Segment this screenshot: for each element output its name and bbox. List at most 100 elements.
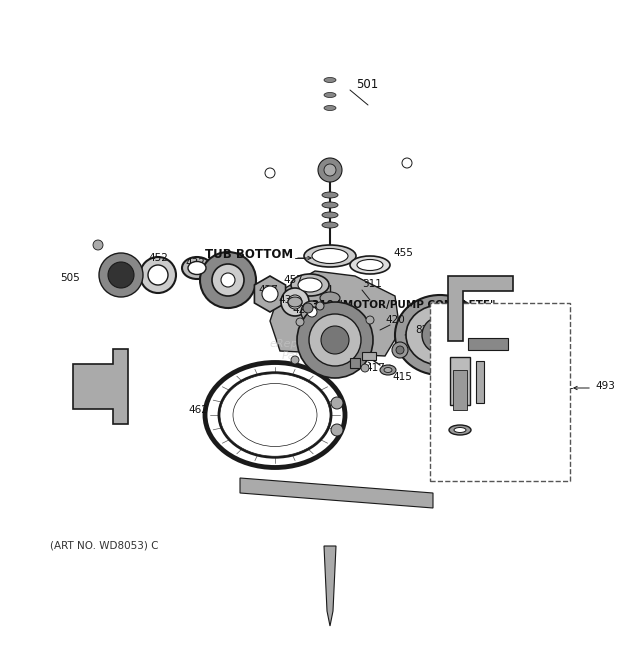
Circle shape [93, 240, 103, 250]
Polygon shape [254, 276, 286, 312]
Circle shape [396, 346, 404, 354]
Circle shape [108, 262, 134, 288]
Ellipse shape [395, 295, 485, 375]
Text: 553: 553 [474, 390, 494, 400]
Ellipse shape [357, 260, 383, 270]
Circle shape [303, 303, 313, 313]
Ellipse shape [188, 262, 206, 274]
Circle shape [262, 286, 278, 302]
Bar [362, 352, 376, 360]
Polygon shape [73, 349, 128, 424]
Bar [476, 361, 484, 403]
Text: 790: 790 [348, 350, 368, 360]
Text: 455: 455 [393, 248, 413, 258]
Circle shape [392, 342, 408, 358]
Circle shape [422, 317, 458, 353]
Text: 417: 417 [365, 363, 385, 373]
Circle shape [200, 252, 256, 308]
Ellipse shape [233, 383, 317, 446]
Circle shape [324, 164, 336, 176]
Circle shape [309, 314, 361, 366]
Ellipse shape [324, 77, 336, 83]
Circle shape [331, 397, 343, 409]
Text: 428: 428 [218, 268, 238, 278]
Text: 432: 432 [185, 258, 205, 268]
Circle shape [99, 253, 143, 297]
Ellipse shape [298, 278, 322, 292]
Circle shape [288, 295, 302, 309]
Text: 418: 418 [440, 313, 460, 323]
Circle shape [265, 168, 275, 178]
Ellipse shape [324, 106, 336, 110]
Circle shape [319, 318, 327, 326]
Circle shape [221, 273, 235, 287]
Ellipse shape [380, 365, 396, 375]
Circle shape [140, 257, 176, 293]
Text: TUB BOTTOM: TUB BOTTOM [205, 249, 293, 262]
Text: 493: 493 [595, 381, 615, 391]
Ellipse shape [406, 305, 474, 365]
Bar [468, 338, 508, 350]
Polygon shape [448, 276, 513, 341]
Text: 462: 462 [188, 405, 208, 415]
Text: 427: 427 [258, 285, 278, 295]
Ellipse shape [454, 428, 466, 432]
Text: 452: 452 [148, 253, 168, 263]
Text: 413: 413 [480, 323, 500, 333]
Polygon shape [270, 271, 400, 356]
Ellipse shape [291, 274, 329, 296]
Text: 424: 424 [305, 315, 325, 325]
Bar [430, 303, 570, 481]
Circle shape [297, 302, 373, 378]
Text: 501: 501 [356, 79, 378, 91]
Ellipse shape [220, 373, 330, 456]
Circle shape [291, 356, 299, 364]
Text: 311: 311 [362, 279, 382, 289]
Bar [450, 357, 470, 405]
Text: 429: 429 [292, 305, 312, 315]
Ellipse shape [322, 212, 338, 218]
Text: 415: 415 [392, 372, 412, 382]
Text: 457: 457 [283, 275, 303, 285]
Ellipse shape [324, 93, 336, 98]
Polygon shape [240, 478, 433, 508]
Text: 505: 505 [60, 273, 80, 283]
Text: 420: 420 [385, 315, 405, 325]
Ellipse shape [384, 368, 392, 373]
Polygon shape [324, 546, 336, 626]
Circle shape [212, 264, 244, 296]
Bar [350, 358, 360, 368]
Ellipse shape [449, 316, 491, 354]
Text: 426: 426 [488, 403, 508, 413]
Ellipse shape [322, 202, 338, 208]
Circle shape [296, 318, 304, 326]
Bar [453, 370, 467, 410]
Text: eReplacerCom
Parts.com: eReplacerCom Parts.com [269, 339, 351, 361]
Circle shape [307, 307, 317, 317]
Circle shape [402, 158, 412, 168]
Ellipse shape [312, 249, 348, 264]
Ellipse shape [322, 192, 338, 198]
Ellipse shape [182, 257, 212, 279]
Ellipse shape [322, 222, 338, 228]
Circle shape [331, 424, 343, 436]
Ellipse shape [304, 245, 356, 267]
Circle shape [148, 265, 168, 285]
Circle shape [316, 302, 324, 310]
Ellipse shape [350, 256, 390, 274]
Text: 310 "MOTOR/PUMP COMPLETE": 310 "MOTOR/PUMP COMPLETE" [312, 300, 495, 310]
Circle shape [318, 158, 342, 182]
Ellipse shape [320, 292, 340, 304]
Circle shape [366, 316, 374, 324]
Circle shape [361, 364, 369, 372]
Text: 827: 827 [415, 325, 435, 335]
Text: (ART NO. WD8053) C: (ART NO. WD8053) C [50, 540, 159, 550]
Text: 431: 431 [278, 295, 298, 305]
Circle shape [321, 326, 349, 354]
Ellipse shape [288, 297, 302, 307]
Ellipse shape [449, 425, 471, 435]
Circle shape [281, 288, 309, 316]
Text: 494: 494 [482, 428, 502, 438]
Circle shape [314, 313, 332, 331]
Circle shape [301, 301, 323, 323]
